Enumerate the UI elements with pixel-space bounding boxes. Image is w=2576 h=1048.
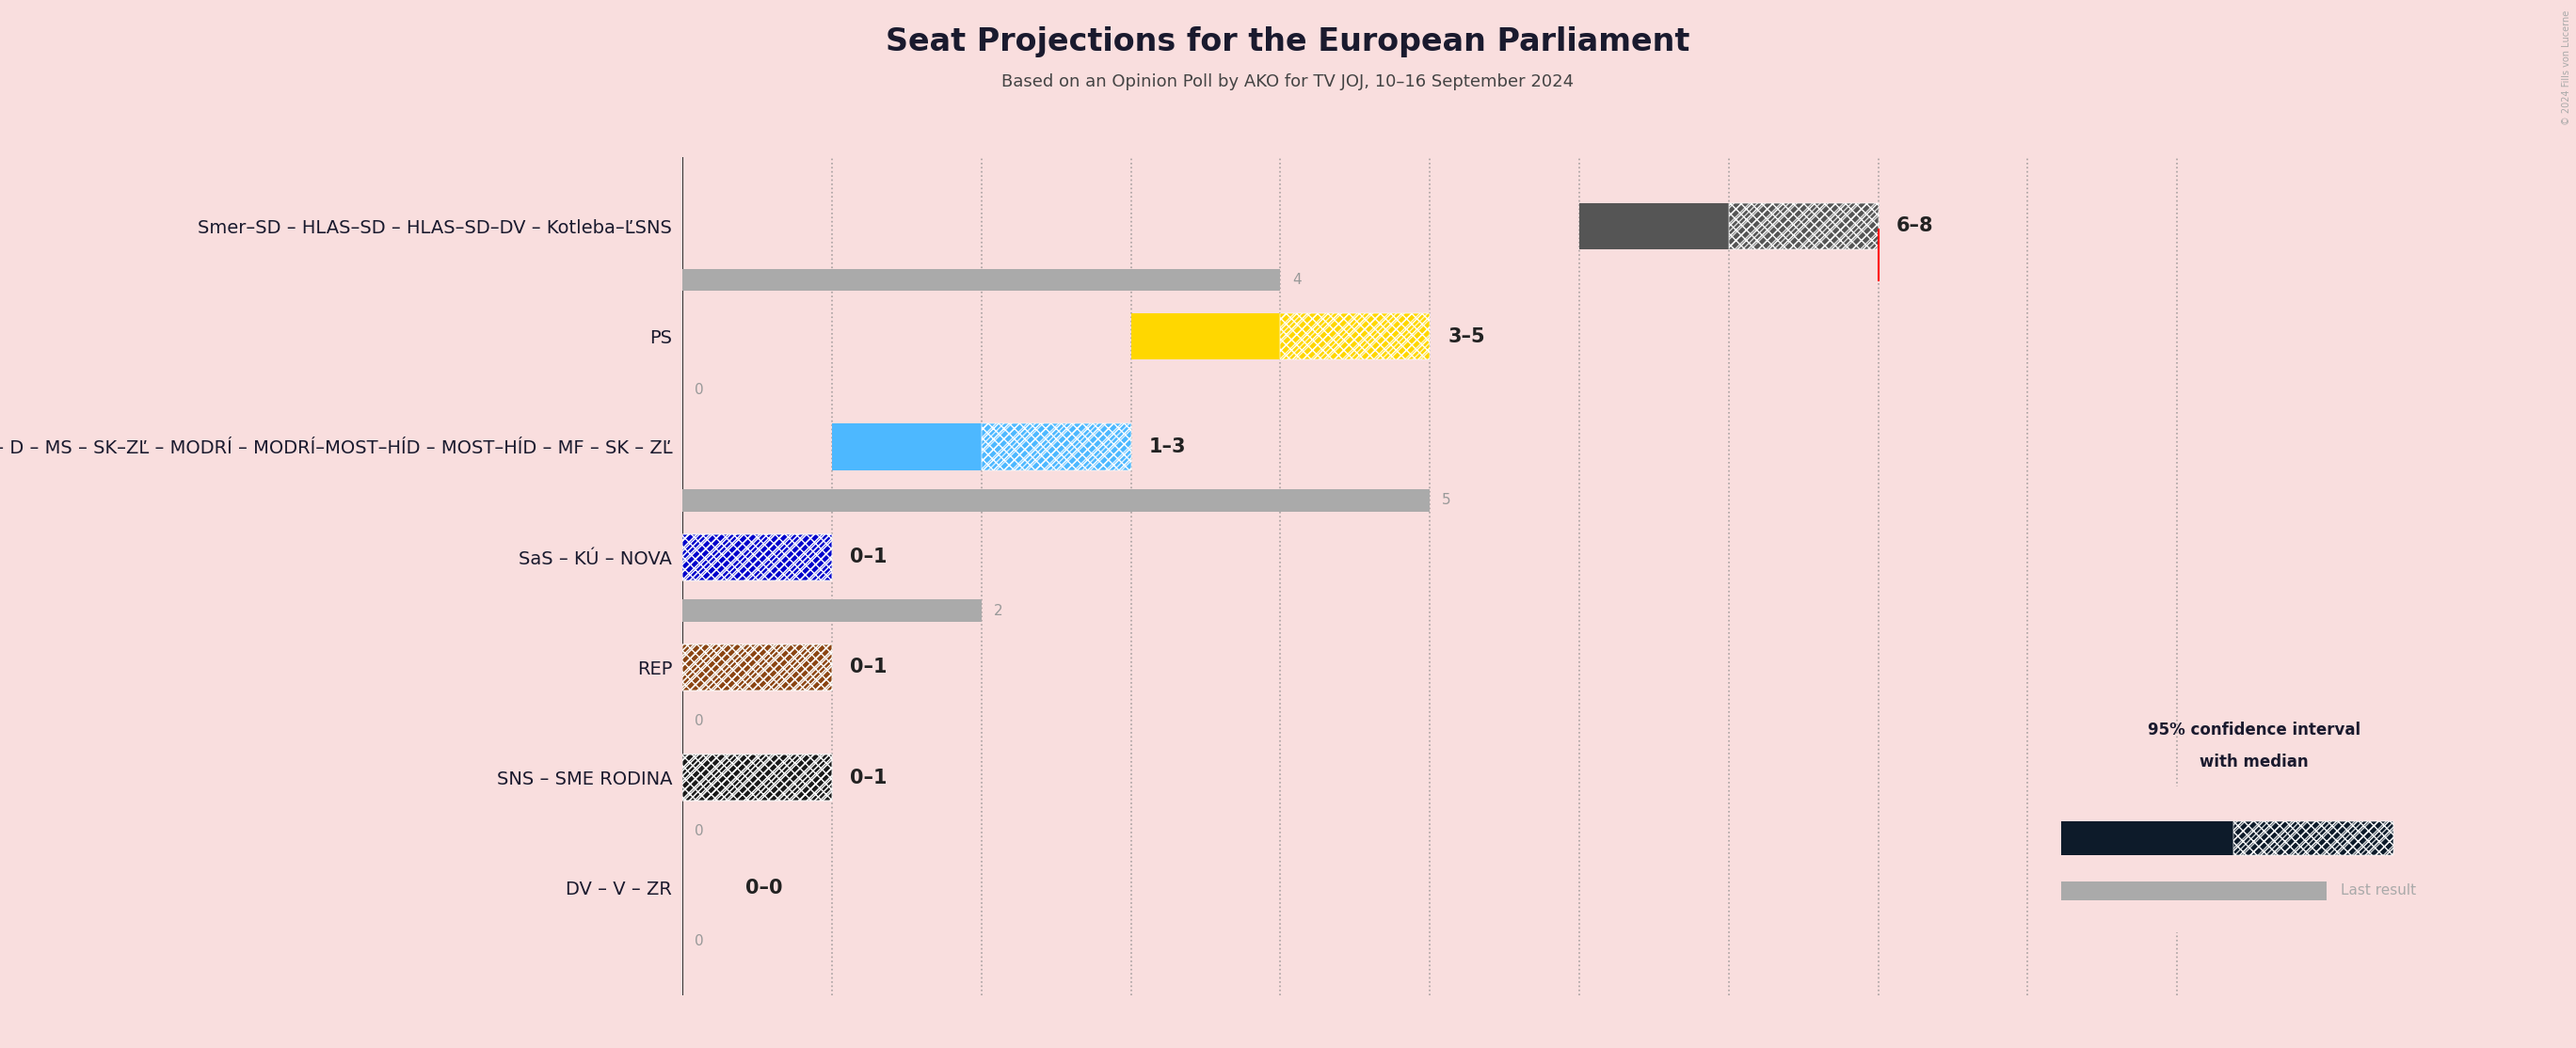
Bar: [683, 489, 1430, 511]
Bar: [981, 423, 1131, 470]
Bar: [1280, 313, 1430, 359]
Bar: [1579, 203, 1728, 249]
Bar: [1280, 313, 1430, 359]
Text: Based on an Opinion Poll by AKO for TV JOJ, 10–16 September 2024: Based on an Opinion Poll by AKO for TV J…: [1002, 73, 1574, 90]
Bar: [683, 533, 832, 581]
Bar: [683, 755, 832, 801]
Bar: [2233, 822, 2393, 855]
Text: 0: 0: [696, 824, 703, 838]
Text: 6–8: 6–8: [1896, 217, 1935, 236]
Bar: [1131, 313, 1280, 359]
Bar: [683, 533, 832, 581]
Text: 0: 0: [696, 383, 703, 397]
Bar: [683, 599, 981, 621]
Text: 5: 5: [1443, 494, 1450, 507]
Text: 1–3: 1–3: [1149, 437, 1185, 456]
Text: 0: 0: [696, 935, 703, 948]
Bar: [683, 533, 832, 581]
Bar: [683, 268, 1280, 290]
Text: 4: 4: [1293, 272, 1301, 287]
Bar: [683, 755, 832, 801]
Bar: [2233, 822, 2393, 855]
Text: 2: 2: [994, 604, 1002, 617]
Text: 0–1: 0–1: [850, 548, 886, 567]
Bar: [1728, 203, 1878, 249]
Bar: [981, 423, 1131, 470]
Bar: [683, 645, 832, 691]
Bar: [2061, 822, 2233, 855]
Bar: [683, 755, 832, 801]
Text: Seat Projections for the European Parliament: Seat Projections for the European Parlia…: [886, 26, 1690, 58]
Text: 0: 0: [696, 714, 703, 728]
Text: Last result: Last result: [2339, 883, 2416, 898]
Text: 95% confidence interval: 95% confidence interval: [2148, 722, 2360, 739]
Bar: [683, 645, 832, 691]
Bar: [683, 645, 832, 691]
Bar: [683, 533, 832, 581]
Text: 0–0: 0–0: [744, 878, 783, 897]
Text: with median: with median: [2200, 754, 2308, 770]
Text: 0–1: 0–1: [850, 768, 886, 787]
Text: © 2024 Fills von Lucerne: © 2024 Fills von Lucerne: [2561, 10, 2571, 126]
Bar: [832, 423, 981, 470]
Bar: [683, 645, 832, 691]
Bar: [1728, 203, 1878, 249]
Bar: [683, 755, 832, 801]
Bar: [2061, 881, 2326, 900]
Text: 0–1: 0–1: [850, 658, 886, 677]
Text: 3–5: 3–5: [1448, 327, 1486, 346]
